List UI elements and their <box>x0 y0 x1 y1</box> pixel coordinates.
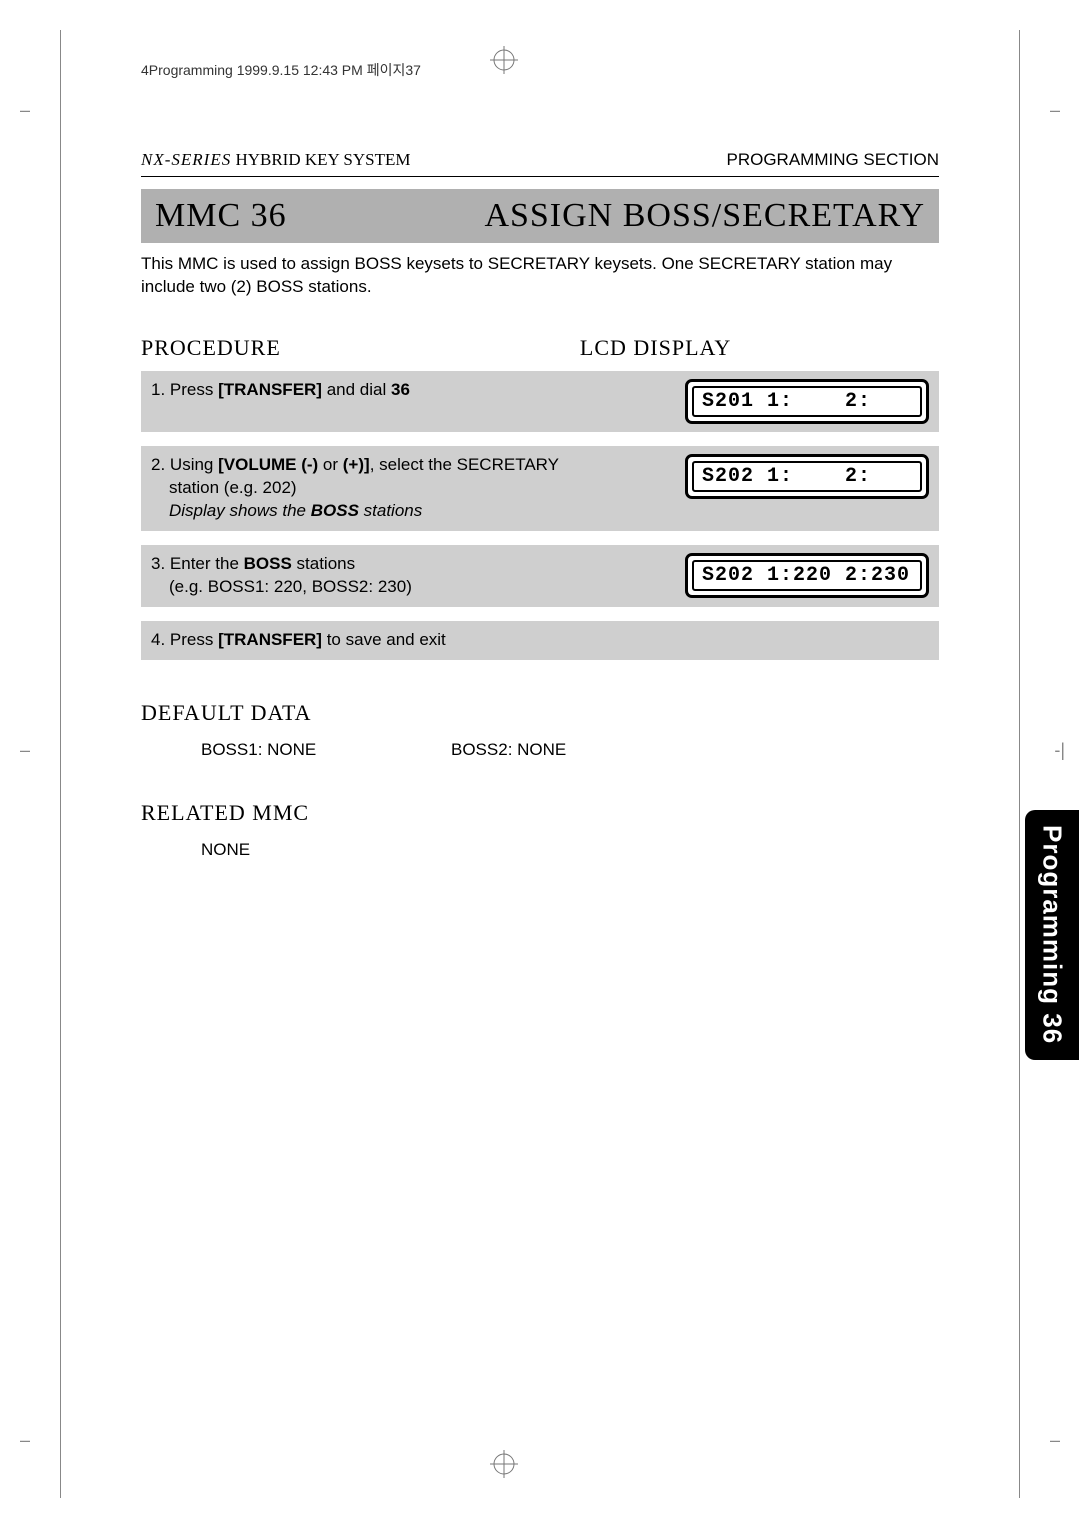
intro-text: This MMC is used to assign BOSS keysets … <box>141 253 939 299</box>
tick-bl: – <box>20 1430 30 1451</box>
default-data-values: BOSS1: NONE BOSS2: NONE <box>201 740 939 760</box>
title-bar: MMC 36 ASSIGN BOSS/SECRETARY <box>141 189 939 243</box>
tick-tr: – <box>1050 100 1060 121</box>
title-right: ASSIGN BOSS/SECRETARY <box>484 197 925 235</box>
tick-mr: -| <box>1054 740 1065 761</box>
tick-tl: – <box>20 100 30 121</box>
series-text: NX-SERIES <box>141 150 231 169</box>
lcd-text: S202 1: 2: <box>692 461 922 492</box>
default-data-heading: DEFAULT DATA <box>141 700 939 726</box>
page-frame: 4Programming 1999.9.15 12:43 PM 페이지37 NX… <box>60 30 1020 1498</box>
doc-header: NX-SERIES HYBRID KEY SYSTEM PROGRAMMING … <box>141 150 939 177</box>
side-tab-text: Programming 36 <box>1037 825 1068 1044</box>
lcd-display: S202 1: 2: <box>685 454 929 499</box>
lcd-text: S201 1: 2: <box>692 386 922 417</box>
lcd-heading: LCD DISPLAY <box>580 335 731 361</box>
lcd-wrap: S202 1:220 2:230 <box>579 553 929 598</box>
column-headers: PROCEDURE LCD DISPLAY <box>141 335 939 361</box>
step-row: 3. Enter the BOSS stations (e.g. BOSS1: … <box>141 545 939 607</box>
step-row: 1. Press [TRANSFER] and dial 36 S201 1: … <box>141 371 939 432</box>
step-text: 1. Press [TRANSFER] and dial 36 <box>151 379 579 402</box>
doc-header-right: PROGRAMMING SECTION <box>726 150 939 170</box>
print-header: 4Programming 1999.9.15 12:43 PM 페이지37 <box>141 60 939 80</box>
step-row: 4. Press [TRANSFER] to save and exit <box>141 621 939 660</box>
side-tab: Programming 36 <box>1025 810 1079 1060</box>
lcd-display: S202 1:220 2:230 <box>685 553 929 598</box>
title-left: MMC 36 <box>155 197 287 235</box>
step-text: 2. Using [VOLUME (-) or (+)], select the… <box>151 454 579 523</box>
lcd-text: S202 1:220 2:230 <box>692 560 922 591</box>
procedure-heading: PROCEDURE <box>141 335 580 361</box>
related-mmc-heading: RELATED MMC <box>141 800 939 826</box>
lcd-wrap: S202 1: 2: <box>579 454 929 499</box>
boss1-value: BOSS1: NONE <box>201 740 451 760</box>
step-row: 2. Using [VOLUME (-) or (+)], select the… <box>141 446 939 531</box>
tick-ml: – <box>20 740 30 761</box>
step-text: 4. Press [TRANSFER] to save and exit <box>151 629 929 652</box>
tick-br: – <box>1050 1430 1060 1451</box>
related-mmc-value: NONE <box>201 840 939 860</box>
lcd-wrap: S201 1: 2: <box>579 379 929 424</box>
series-rest: HYBRID KEY SYSTEM <box>231 150 410 169</box>
lcd-display: S201 1: 2: <box>685 379 929 424</box>
doc-header-left: NX-SERIES HYBRID KEY SYSTEM <box>141 150 411 170</box>
step-text: 3. Enter the BOSS stations (e.g. BOSS1: … <box>151 553 579 599</box>
boss2-value: BOSS2: NONE <box>451 740 566 760</box>
